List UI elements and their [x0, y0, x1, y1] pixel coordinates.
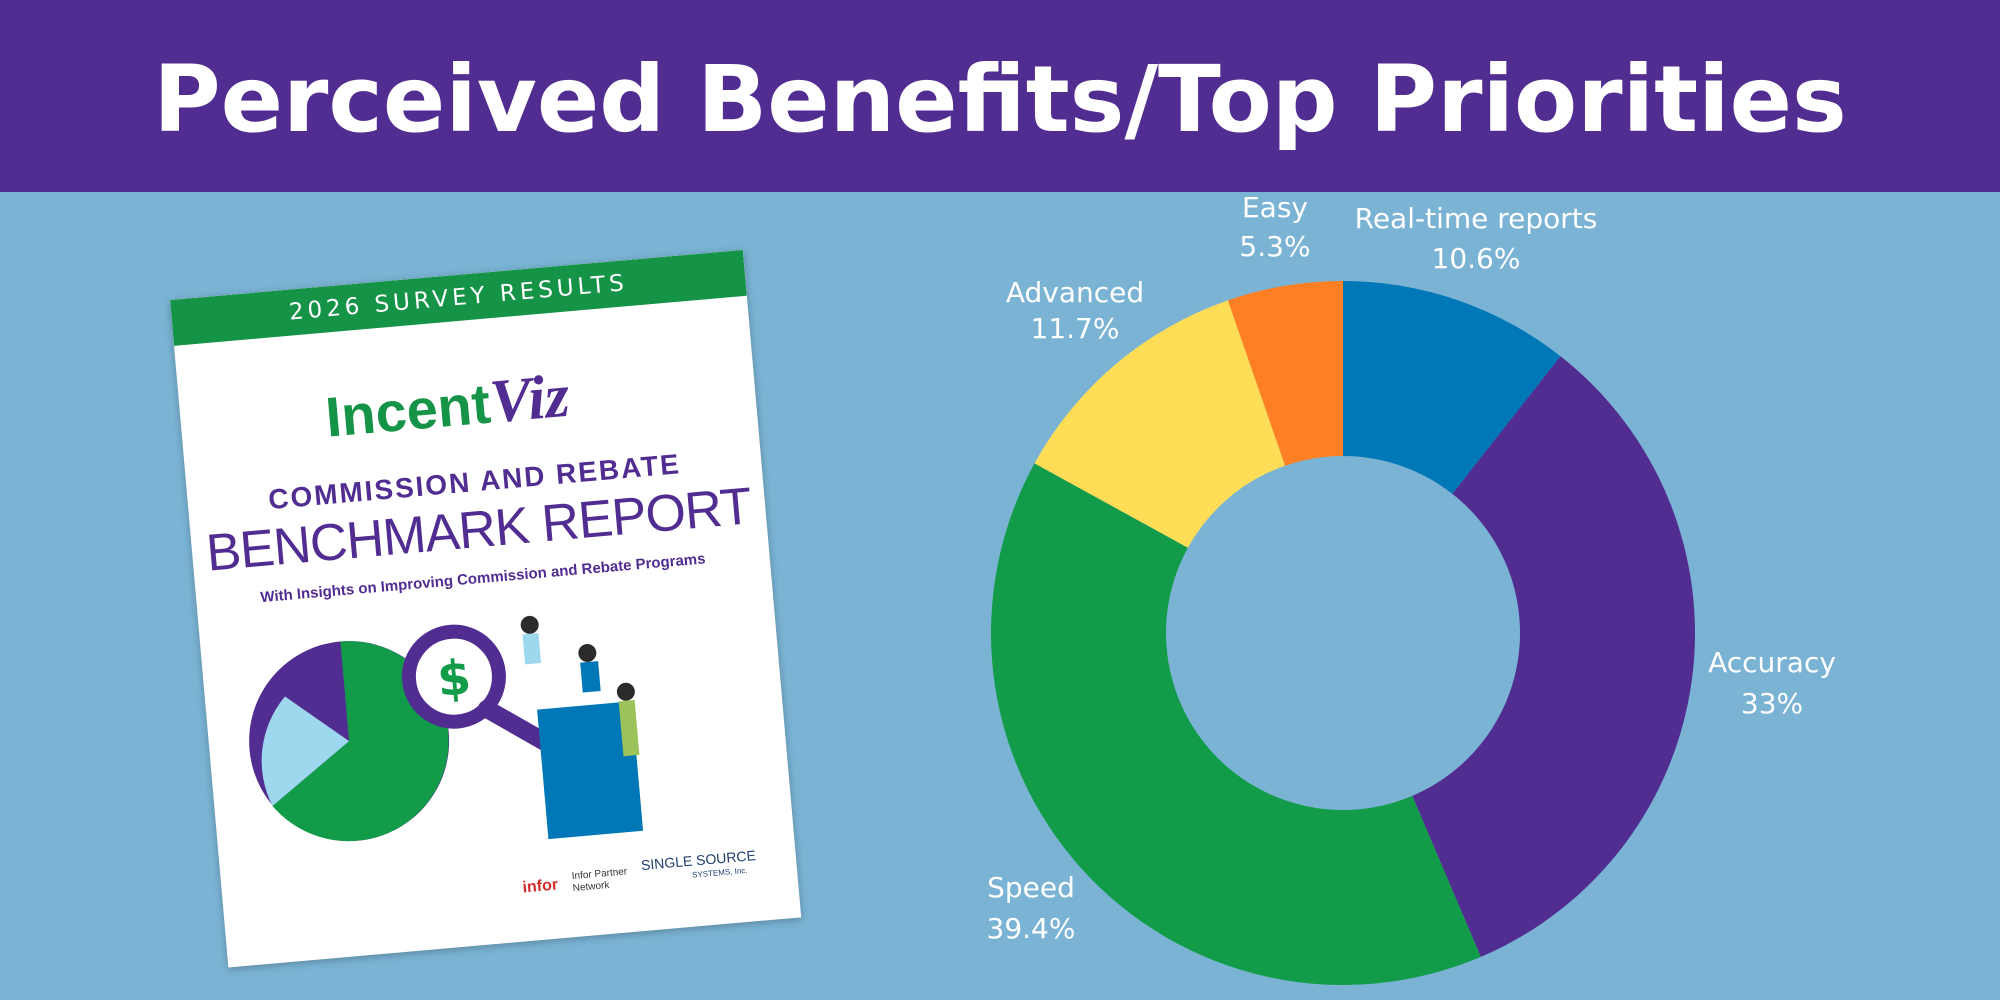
slice-easy [1227, 281, 1343, 466]
slice-label-name: Speed [987, 871, 1075, 904]
slice-label-value: 10.6% [1432, 242, 1521, 275]
page-title: Perceived Benefits/Top Priorities [153, 46, 1847, 153]
slice-label-name: Advanced [1006, 276, 1144, 309]
slice-label-name: Accuracy [1708, 646, 1836, 679]
cover-illustration: $ [249, 615, 644, 842]
header-banner [0, 0, 2000, 192]
slice-label-value: 39.4% [987, 912, 1076, 945]
svg-text:$: $ [435, 649, 473, 708]
slice-label-name: Easy [1242, 191, 1308, 224]
slice-label-value: 5.3% [1239, 230, 1310, 263]
slice-label-value: 33% [1741, 687, 1803, 720]
cover-box-shape [537, 701, 644, 840]
slice-label-name: Real-time reports [1355, 202, 1598, 235]
slice-advanced [1034, 300, 1286, 548]
slice-speed [991, 463, 1481, 986]
people-illustration [520, 615, 640, 757]
slice-real-time-reports [1343, 281, 1561, 494]
slice-label-value: 11.7% [1031, 312, 1120, 345]
report-cover: 2026 SURVEY RESULTS IncentViz COMMISSION… [170, 249, 802, 968]
slice-accuracy [1412, 356, 1695, 957]
